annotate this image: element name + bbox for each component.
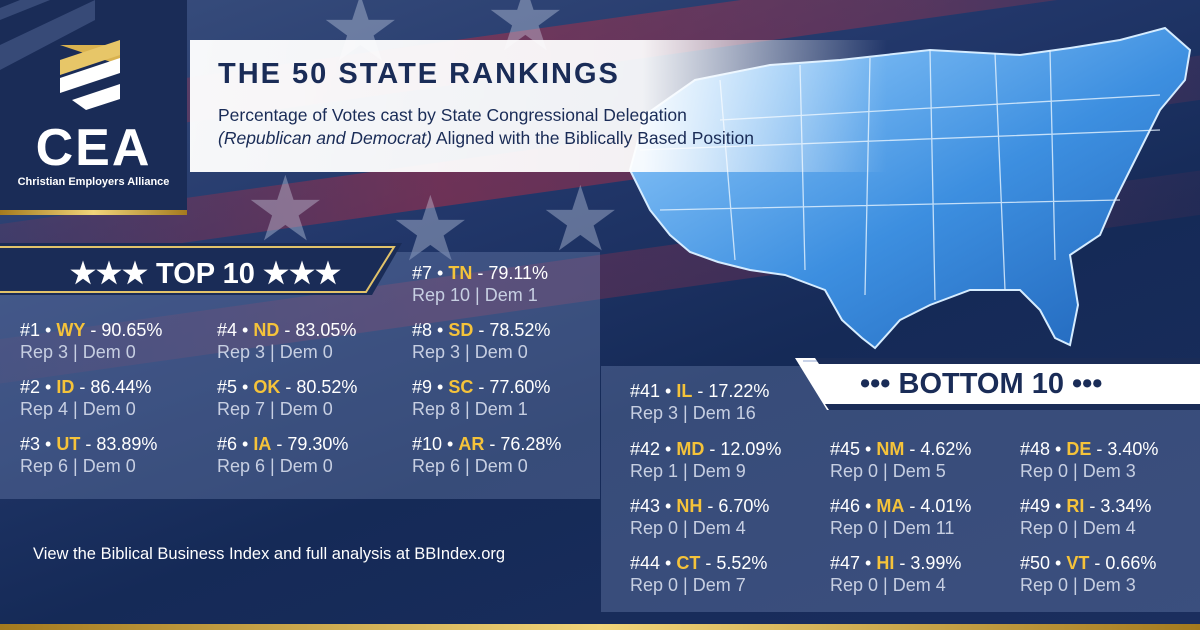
rank-entry: #2 • ID - 86.44% Rep 4 | Dem 0 [20, 377, 152, 419]
rank-entry: #5 • OK - 80.52% Rep 7 | Dem 0 [217, 377, 358, 419]
logo-name: Christian Employers Alliance [17, 176, 170, 188]
rank-entry: #8 • SD - 78.52% Rep 3 | Dem 0 [412, 320, 551, 362]
rank-entry: #7 • TN - 79.11% Rep 10 | Dem 1 [412, 263, 549, 305]
title-box [190, 40, 887, 172]
bottom-gold-bar [0, 624, 1200, 630]
rank-entry: #10 • AR - 76.28% Rep 6 | Dem 0 [412, 434, 562, 476]
rank-entry: #3 • UT - 83.89% Rep 6 | Dem 0 [20, 434, 158, 476]
subtitle-line1: Percentage of Votes cast by State Congre… [218, 105, 687, 125]
top10-banner [0, 243, 402, 295]
star-icon: ★ [540, 170, 621, 270]
rank-entry: #1 • WY - 90.65% Rep 3 | Dem 0 [20, 320, 163, 362]
page-title: THE 50 STATE RANKINGS [218, 58, 620, 90]
rank-entry: #44 • CT - 5.52% Rep 0 | Dem 7 [630, 553, 768, 595]
logo-panel: CEA Christian Employers Alliance [0, 0, 187, 215]
rank-entry: #41 • IL - 17.22% Rep 3 | Dem 16 [630, 381, 770, 423]
rank-entry: #9 • SC - 77.60% Rep 8 | Dem 1 [412, 377, 551, 419]
rank-entry: #50 • VT - 0.66% Rep 0 | Dem 3 [1020, 553, 1157, 595]
star-icon: ★ [390, 180, 471, 280]
logo-abbrev: CEA [35, 119, 152, 177]
rank-entry: #46 • MA - 4.01% Rep 0 | Dem 11 [830, 496, 972, 538]
page-subtitle: Percentage of Votes cast by State Congre… [218, 104, 754, 150]
rank-entry: #45 • NM - 4.62% Rep 0 | Dem 5 [830, 439, 972, 481]
rank-entry: #49 • RI - 3.34% Rep 0 | Dem 4 [1020, 496, 1152, 538]
rank-entry: #47 • HI - 3.99% Rep 0 | Dem 4 [830, 553, 962, 595]
rank-entry: #43 • NH - 6.70% Rep 0 | Dem 4 [630, 496, 770, 538]
subtitle-rest: Aligned with the Biblically Based Positi… [432, 128, 754, 148]
rank-entry: #4 • ND - 83.05% Rep 3 | Dem 0 [217, 320, 357, 362]
footer-text: View the Biblical Business Index and ful… [33, 545, 506, 563]
bottom10-banner [795, 358, 1200, 410]
bottom10-heading: ••• BOTTOM 10 ••• [860, 368, 1103, 400]
rank-entry: #6 • IA - 79.30% Rep 6 | Dem 0 [217, 434, 349, 476]
rank-entry: #42 • MD - 12.09% Rep 1 | Dem 9 [630, 439, 782, 481]
subtitle-italic: (Republican and Democrat) [218, 128, 432, 148]
star-icon: ★ [245, 160, 326, 260]
cea-chevron-logo-icon [0, 0, 120, 110]
rank-entry: #48 • DE - 3.40% Rep 0 | Dem 3 [1020, 439, 1159, 481]
top10-heading: ★★★ TOP 10 ★★★ [70, 258, 341, 290]
logo-gold-bar [0, 210, 187, 215]
